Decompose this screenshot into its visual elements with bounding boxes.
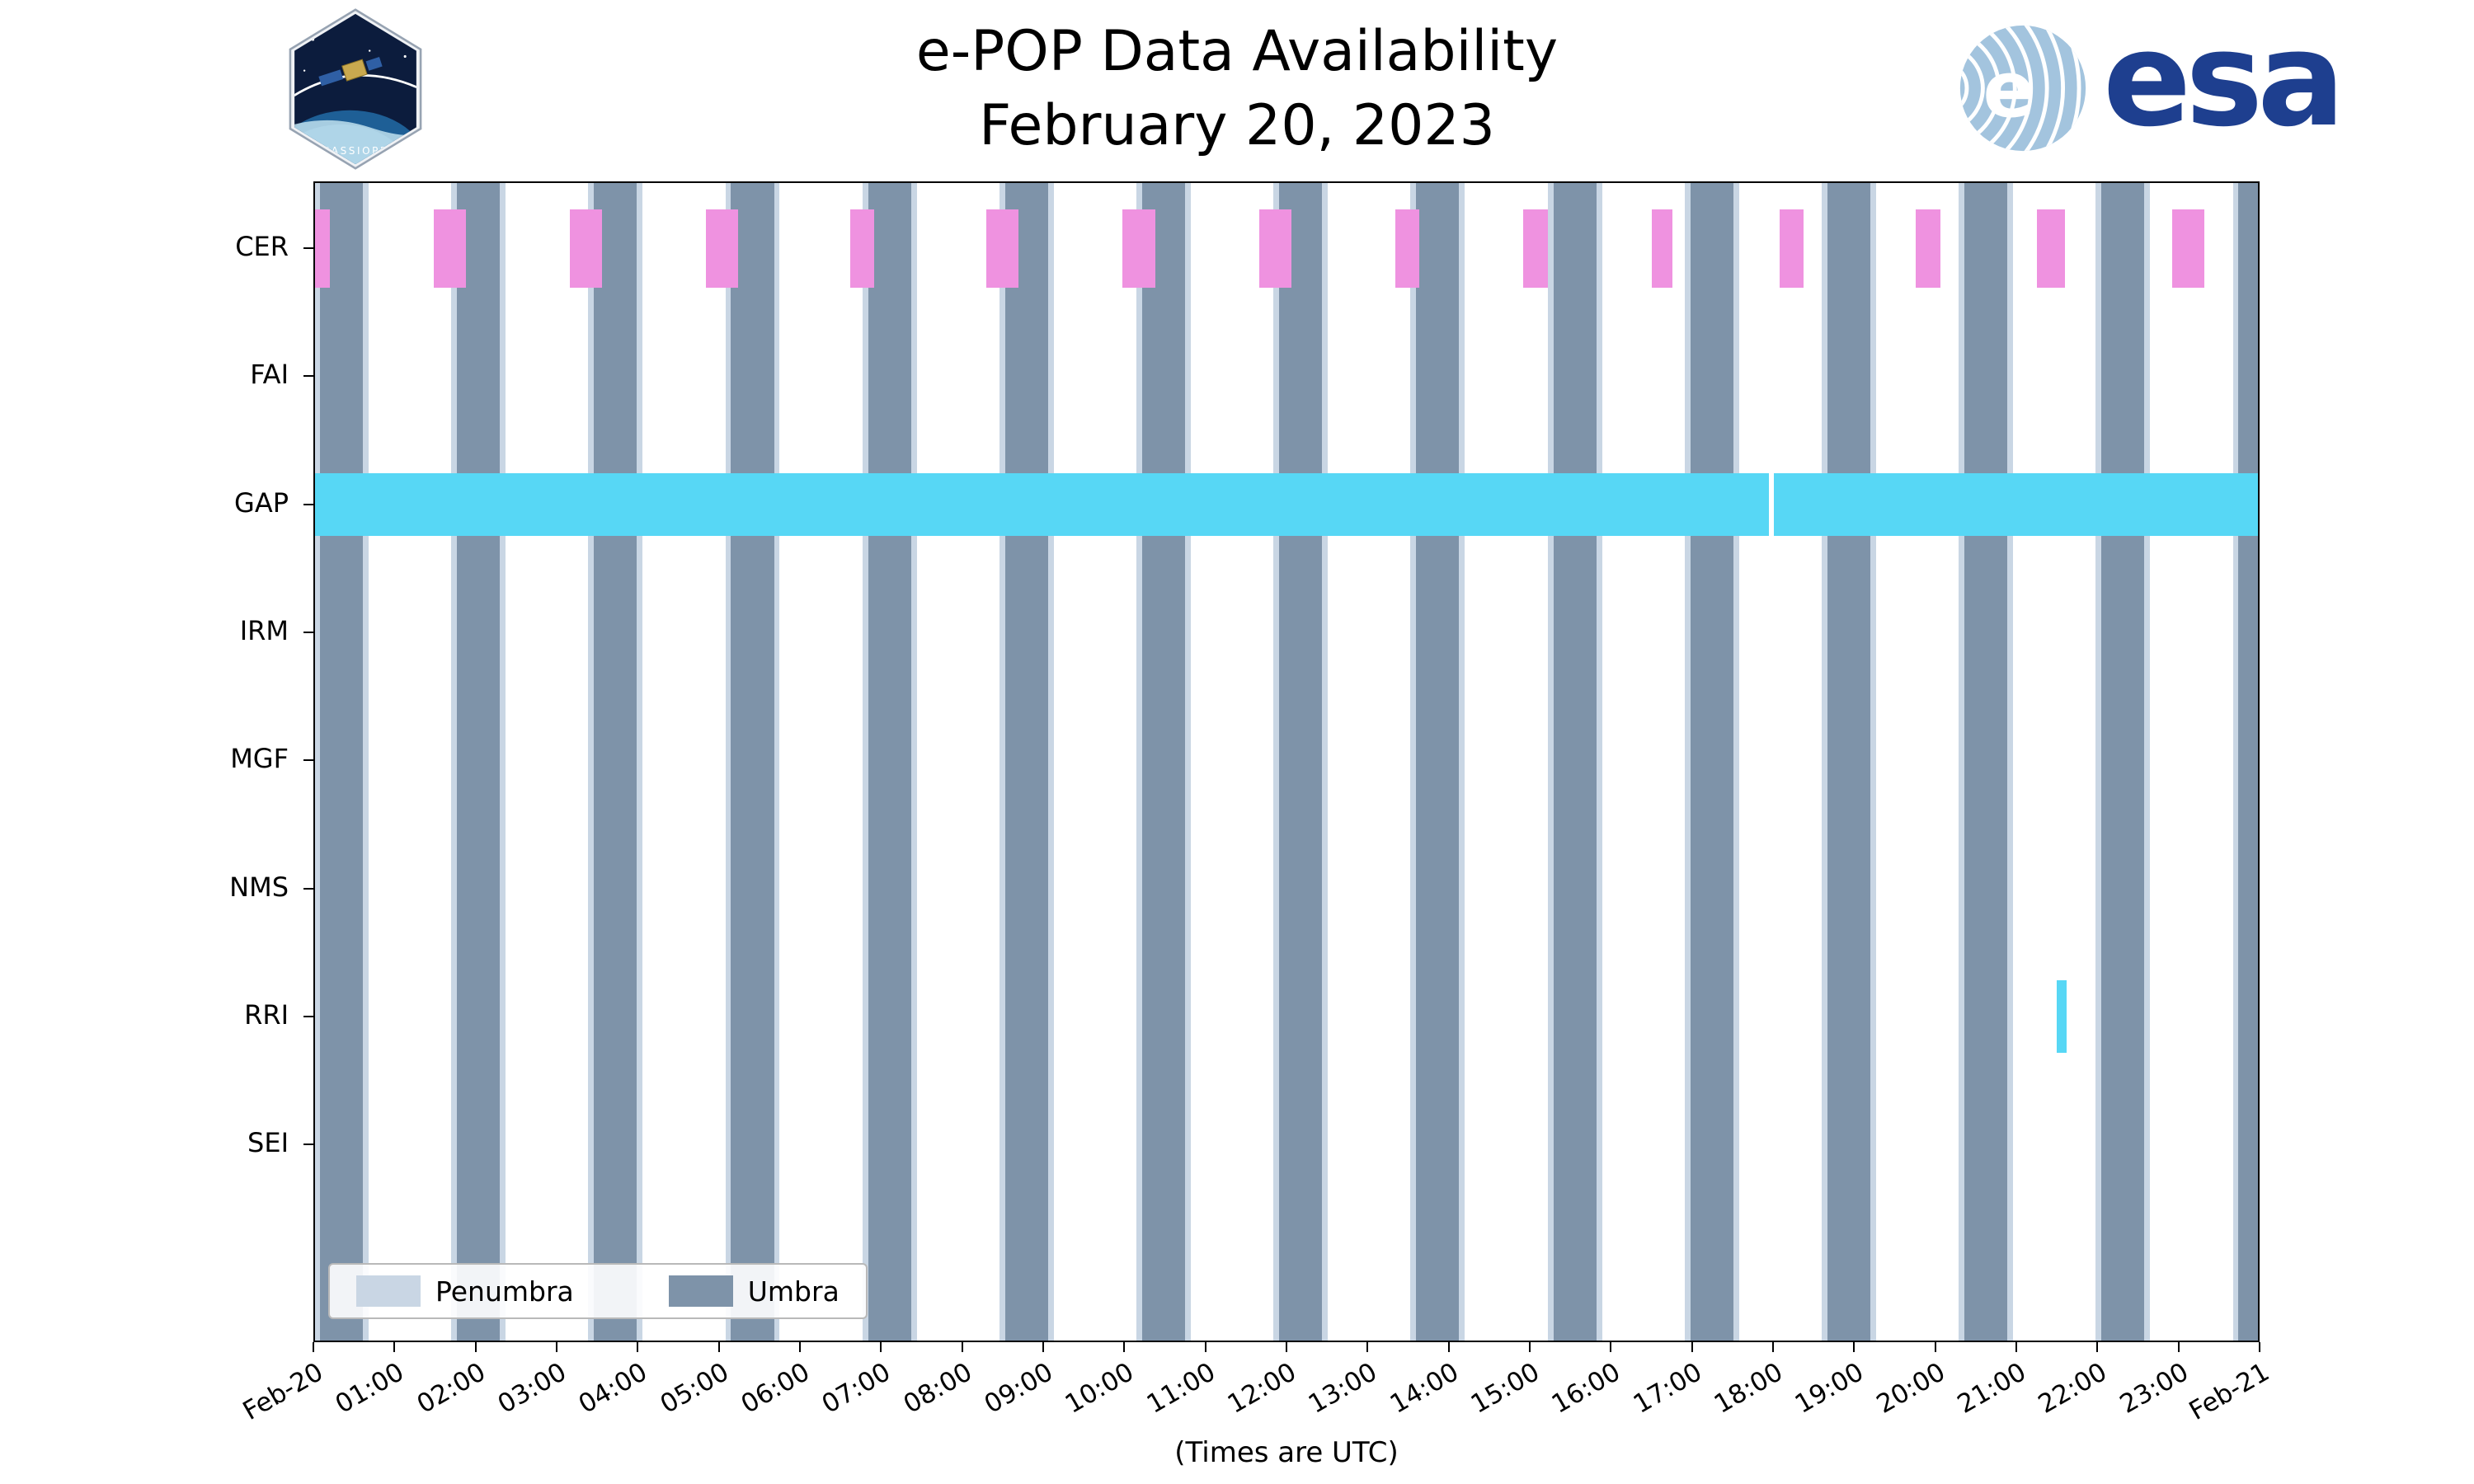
patch-satellite-icon (318, 57, 383, 87)
availability-bar-gap (1773, 472, 2260, 536)
y-tick (303, 1144, 313, 1146)
esa-emblem-icon: e (1959, 25, 2086, 152)
umbra-bar (1004, 181, 1048, 1342)
umbra-bar (868, 181, 911, 1342)
y-tick (303, 887, 313, 890)
x-tick (313, 1342, 314, 1352)
page-title: e-POP Data Availability (915, 19, 1559, 84)
y-tick (303, 1015, 313, 1017)
umbra-bar (2238, 181, 2260, 1342)
umbra-bar (1141, 181, 1186, 1342)
mission-patch-text: CASSIOPE (322, 145, 388, 157)
availability-bar-cer (849, 209, 875, 288)
x-tick (1042, 1342, 1044, 1352)
availability-bar-cer (433, 209, 466, 288)
x-tick (556, 1342, 557, 1352)
umbra-bar (2101, 181, 2145, 1342)
availability-bar-cer (986, 209, 1019, 288)
umbra-bar (594, 181, 637, 1342)
y-axis-label: RRI (244, 998, 289, 1031)
availability-bar-cer (1523, 209, 1548, 288)
y-axis-label: CER (235, 231, 289, 262)
availability-bar-cer (1122, 209, 1155, 288)
chart-title-block: e-POP Data Availability February 20, 202… (0, 15, 2474, 163)
y-tick (303, 503, 313, 505)
x-tick (1610, 1342, 1612, 1352)
y-axis-label: GAP (234, 486, 289, 519)
esa-wordmark: esa (2103, 3, 2345, 156)
umbra-bar (319, 181, 363, 1342)
umbra-swatch (668, 1275, 733, 1307)
x-tick (637, 1342, 639, 1352)
availability-bar-cer (313, 209, 330, 288)
umbra-bar (1964, 181, 2008, 1342)
availability-bar-cer (1395, 209, 1420, 288)
umbra-bar (1827, 181, 1870, 1342)
x-tick (1447, 1342, 1450, 1352)
legend: Penumbra Umbra (328, 1263, 868, 1319)
availability-bar-cer (1258, 209, 1291, 288)
legend-label-umbra: Umbra (747, 1275, 840, 1308)
y-tick (303, 759, 313, 762)
x-tick (961, 1342, 963, 1352)
x-tick (1286, 1342, 1287, 1352)
x-tick (1123, 1342, 1126, 1352)
umbra-bar (1690, 181, 1733, 1342)
x-tick (1772, 1342, 1774, 1352)
cassiope-mission-patch: CASSIOPE (289, 8, 422, 170)
x-axis-caption: (Times are UTC) (1174, 1436, 1399, 1469)
y-tick (303, 375, 313, 378)
umbra-bar (731, 181, 774, 1342)
y-axis-label: IRM (239, 614, 289, 646)
x-tick (717, 1342, 720, 1352)
x-tick (880, 1342, 882, 1352)
legend-label-penumbra: Penumbra (435, 1275, 574, 1308)
x-tick (2096, 1342, 2099, 1352)
y-axis-label: MGF (230, 743, 289, 775)
x-tick (1204, 1342, 1206, 1352)
availability-bar-rri (2057, 979, 2067, 1053)
x-tick (1366, 1342, 1369, 1352)
availability-bar-cer (569, 209, 603, 288)
umbra-bar (457, 181, 501, 1342)
esa-emblem-letter: e (1982, 45, 2035, 135)
availability-bar-cer (1651, 209, 1673, 288)
availability-bar-cer (1916, 209, 1940, 288)
x-tick (2259, 1342, 2260, 1352)
x-tick (799, 1342, 801, 1352)
x-tick (1529, 1342, 1531, 1352)
y-axis-label: NMS (229, 871, 289, 903)
availability-bar-gap (313, 472, 1770, 536)
esa-logo: e esa (1956, 3, 2345, 156)
availability-bar-cer (705, 209, 739, 288)
y-tick (303, 631, 313, 633)
umbra-bar (1279, 181, 1323, 1342)
y-axis-label: SEI (247, 1127, 289, 1159)
umbra-bar (1416, 181, 1460, 1342)
umbra-bar (1553, 181, 1597, 1342)
legend-item-penumbra: Penumbra (356, 1275, 574, 1308)
penumbra-swatch (356, 1275, 421, 1307)
legend-item-umbra: Umbra (668, 1275, 840, 1308)
x-tick (2015, 1342, 2017, 1352)
x-tick (1691, 1342, 1693, 1352)
x-tick (1934, 1342, 1936, 1352)
y-axis-label: FAI (250, 359, 289, 391)
x-tick (2177, 1342, 2180, 1352)
x-tick (474, 1342, 477, 1352)
availability-bar-cer (1779, 209, 1804, 288)
page-subtitle-date: February 20, 2023 (979, 92, 1495, 158)
availability-bar-cer (2036, 209, 2065, 288)
x-tick (393, 1342, 396, 1352)
availability-bar-cer (2171, 209, 2205, 288)
y-tick (303, 247, 313, 249)
x-tick (1853, 1342, 1856, 1352)
